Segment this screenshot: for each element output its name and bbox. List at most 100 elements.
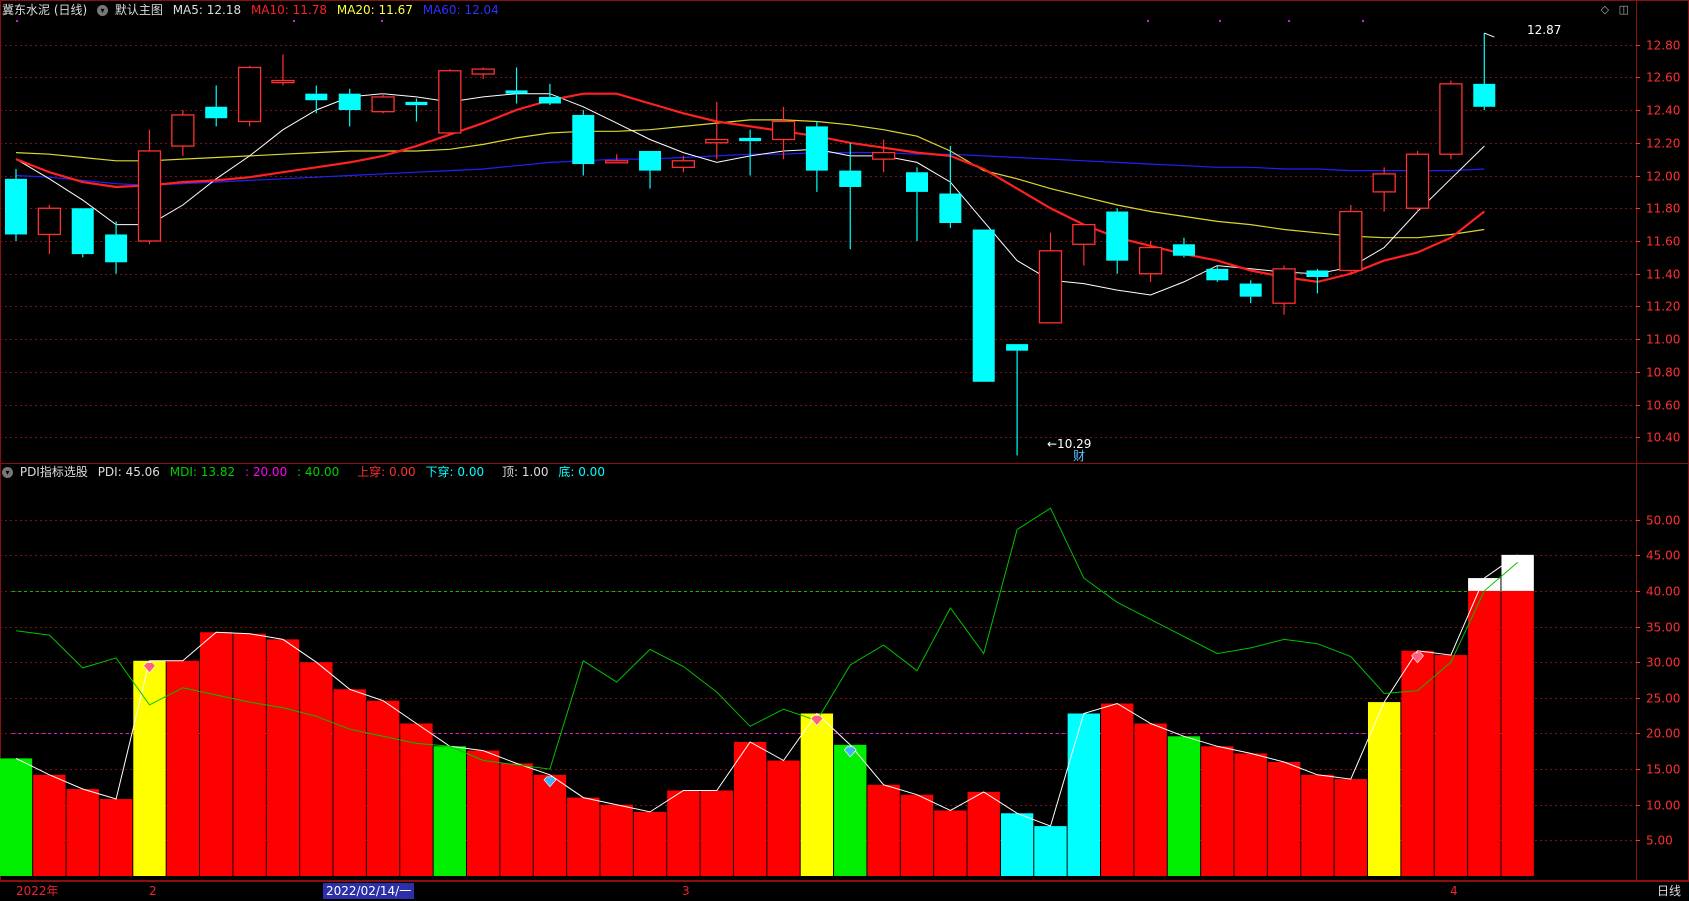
chart-menu-icon[interactable]: ▾ [97,5,109,16]
indicator-grid [0,520,1636,841]
pdi-bar [900,794,934,876]
pdi-bar [1034,826,1067,876]
candle-body-up [1138,246,1163,275]
pdi-bar [1301,774,1334,876]
indicator-tick-label: 40.00 [1646,585,1680,599]
pdi-bar [366,700,400,876]
stock-title[interactable]: 冀东水泥 (日线) [2,3,88,17]
price-tick-label: 12.00 [1646,170,1680,184]
pdi-bar [433,746,466,876]
candle-body-down [939,193,962,223]
ma5-label: MA5: [172,3,203,17]
candle-body-down [1106,211,1129,261]
pdi-bar [867,784,900,876]
candle-body-down [639,150,662,171]
low-price-label: ←10.29 [1047,437,1091,451]
selected-date[interactable]: 2022/02/14/一 [323,883,415,899]
price-tick-label: 12.20 [1646,137,1680,151]
diamond-icon[interactable]: ◇ [1600,3,1610,16]
indicator-menu-icon[interactable]: ▾ [2,467,13,478]
pdi-bar [266,639,300,876]
indicator-name[interactable]: PDI指标选股 [19,465,88,479]
candle-body-up [237,66,262,123]
indicator-axis: 50.00 45.00 40.00 35.00 30.00 25.00 20.00 15.00… [1636,514,1680,848]
candle-body-up [1405,153,1430,209]
candle-body-down [105,234,128,263]
candle-body-down [805,126,828,171]
event-dot [1361,19,1365,23]
pdi-bar [800,713,834,876]
chart-name[interactable]: 默认主图 [114,3,163,17]
price-tick-label: 12.60 [1646,71,1680,85]
level1-label: : [244,465,250,479]
pdi-bar [99,799,133,876]
candle-body-up [771,120,796,141]
mdi-value: 13.82 [200,465,236,479]
pdi-bar [1434,655,1468,876]
pdi-value: 45.06 [125,465,160,479]
period-label[interactable]: 日线 [1656,884,1681,898]
window-controls: ◇ ◫ [1595,3,1629,16]
pdi-bar [333,689,366,876]
pdi-bar [1134,723,1167,876]
indicator-lines [15,507,1518,827]
pdi-bar [1067,713,1101,876]
candle-body-up [1439,83,1463,155]
candle-body-down [1306,270,1329,278]
candle-body-up [471,68,495,75]
ma10-label: MA10: [250,3,289,17]
gem-signal-icon [843,746,857,758]
candle-body-down [505,90,528,94]
pdi-bar [200,632,233,876]
candle-body-down [305,93,328,101]
main-chart-header: 冀东水泥 (日线) ▾ 默认主图 MA5: 12.18 MA10: 11.78 … [2,1,505,19]
year-label: 2022年 [16,884,59,898]
candle-body-down [538,96,561,104]
finance-report-mark[interactable]: 财 [1073,449,1085,463]
pdi-bar [133,660,166,876]
indicator-tick-label: 5.00 [1646,834,1673,848]
high-price-label: 12.87 [1527,23,1561,37]
candle-body-down [1473,83,1496,107]
event-dot [1287,19,1291,23]
gem-signal-icon [543,776,557,788]
indicator-tick-label: 50.00 [1646,514,1680,528]
pdi-bar [934,810,967,876]
price-tick-label: 12.40 [1646,104,1680,118]
pdi-bar-series[interactable] [0,554,1534,876]
event-dot [292,19,296,23]
pdi-bar [1401,650,1434,876]
candle-body-up [371,96,395,113]
price-tick-label: 10.40 [1646,431,1680,445]
ma10-line [15,92,1485,284]
pdi-bar [400,723,433,876]
bottom-value: 0.00 [578,465,605,479]
pdi-bar [66,789,99,876]
ma20-value: 11.67 [378,3,413,17]
pdi-bar [767,760,800,876]
candle-body-up [1038,250,1063,324]
candle-body-up [705,138,729,144]
candle-body-up [271,79,295,84]
pdi-bar [1167,736,1201,876]
down-cross-value: 0.00 [457,465,485,479]
ma20-line [15,119,1485,239]
pdi-bar [466,750,500,876]
layout-icon[interactable]: ◫ [1618,3,1629,16]
candle-body-down [1172,244,1195,256]
top-label: 顶: [501,465,518,479]
pdi-bar [1101,703,1134,876]
candle-body-down [1206,268,1229,281]
event-dot [15,19,19,23]
pdi-bar-cap [1468,578,1501,591]
indicator-tick-label: 35.00 [1646,621,1680,635]
gem-signal-icon [810,715,824,726]
gem-signal-icon [143,662,156,674]
candle-body-down [405,101,428,106]
indicator-tick-label: 10.00 [1646,799,1680,813]
ma5-line [15,93,1485,296]
indicator-tick-label: 30.00 [1646,656,1680,670]
candle-body-down [205,106,228,119]
candlestick-series[interactable] [5,33,1496,456]
